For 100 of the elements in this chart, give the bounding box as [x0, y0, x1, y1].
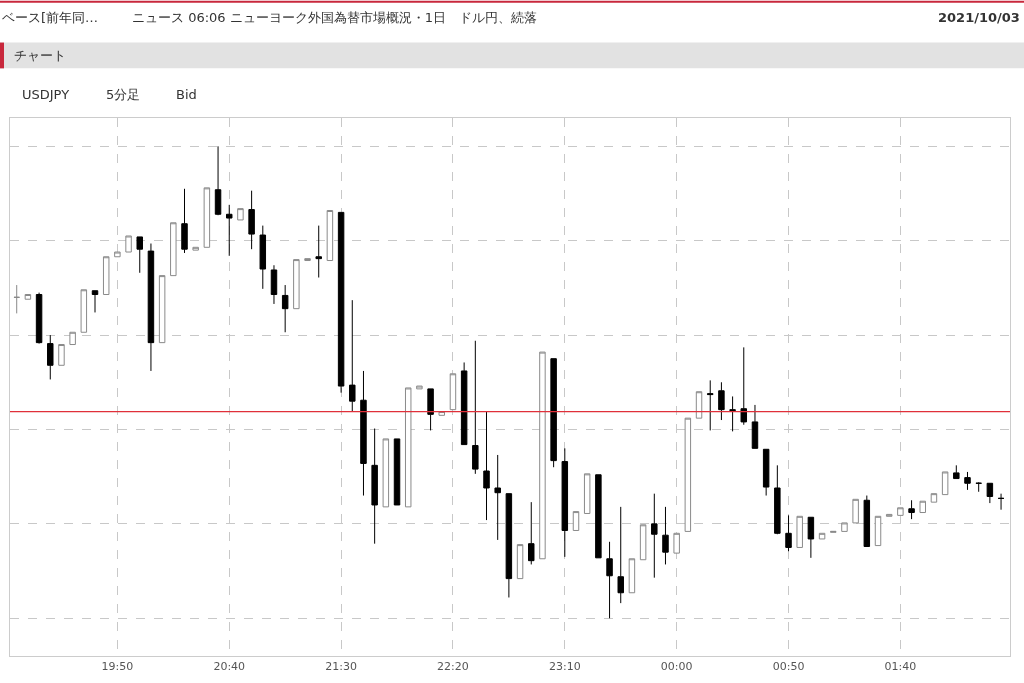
candlestick — [897, 507, 904, 516]
candlestick — [58, 344, 65, 366]
x-tick-label: 19:50 — [101, 660, 134, 674]
candlestick — [572, 511, 580, 531]
text: 2021/10/03 — [938, 10, 1020, 25]
candlestick — [751, 404, 759, 449]
candlestick — [930, 493, 938, 503]
candlestick — [460, 361, 468, 446]
candlestick — [315, 225, 322, 279]
candlestick — [796, 515, 803, 548]
candlestick — [651, 493, 658, 579]
candlestick — [863, 495, 871, 548]
candlestick — [762, 448, 770, 497]
candlestick — [125, 235, 132, 253]
candlestick — [561, 447, 569, 558]
x-tick-label: 21:30 — [325, 660, 357, 674]
candlestick — [102, 256, 110, 295]
candlestick — [617, 506, 624, 604]
candlestick — [494, 454, 501, 541]
candlestick — [684, 417, 692, 532]
candlestick — [237, 208, 244, 221]
text: Bid — [176, 87, 197, 102]
x-tick-label: 23:10 — [548, 660, 581, 674]
candlestick — [147, 243, 155, 372]
text: USDJPY — [22, 87, 70, 102]
candlestick — [964, 471, 971, 491]
chart-title: チャート — [14, 48, 66, 63]
candlestick — [986, 482, 994, 504]
candlestick — [47, 334, 54, 380]
candlestick — [706, 379, 714, 431]
candlestick — [304, 258, 311, 262]
candlestick — [628, 558, 636, 594]
candlestick — [975, 481, 982, 493]
candlestick — [214, 145, 222, 216]
candlestick — [259, 225, 267, 290]
candlestick — [203, 187, 211, 248]
candlestick — [908, 499, 915, 520]
candlestick — [852, 498, 859, 524]
candlestick — [528, 501, 535, 565]
candlestick — [13, 284, 20, 314]
candlestick — [505, 493, 513, 598]
candlestick — [919, 500, 926, 514]
candlestick — [662, 506, 669, 565]
candlestick — [393, 438, 401, 506]
candlestick — [91, 290, 99, 313]
candlestick — [639, 524, 647, 561]
candlestick — [595, 474, 602, 559]
candlestick — [293, 259, 300, 310]
candlestick — [349, 299, 356, 413]
candlestick — [158, 275, 166, 344]
candlestick — [807, 516, 815, 559]
candlestick — [226, 204, 233, 257]
candlestick — [427, 388, 434, 431]
candlestick — [539, 351, 546, 560]
candlestick — [830, 530, 837, 533]
candlestick — [192, 246, 199, 251]
candlestick — [326, 210, 334, 262]
candlestick — [841, 522, 848, 532]
candlestick — [80, 289, 88, 333]
candlestick — [170, 222, 177, 277]
candlestick — [695, 391, 703, 419]
candlestick — [740, 346, 748, 426]
candlestick — [416, 385, 423, 390]
candlestick — [24, 294, 32, 300]
x-tick-label: 01:40 — [884, 660, 917, 674]
candlestick — [114, 251, 121, 258]
text: 5分足 — [106, 87, 141, 102]
candlestick — [35, 292, 43, 345]
candlestick — [516, 544, 524, 580]
x-tick-label: 20:40 — [213, 660, 246, 674]
candlestick — [404, 387, 412, 508]
x-tick-label: 00:00 — [660, 660, 693, 674]
candlestick — [583, 473, 591, 514]
candlestick — [718, 381, 725, 421]
candlestick — [885, 513, 893, 517]
candlestick — [941, 471, 949, 496]
x-tick-label: 22:20 — [437, 660, 469, 674]
candlestick — [281, 284, 289, 333]
candlestick — [248, 190, 255, 250]
candlestick — [953, 464, 960, 480]
text: ニュース 06:06 ニューヨーク外国為替市場概況・1日 ドル円、続落 — [132, 10, 537, 25]
candlestick — [606, 541, 613, 619]
candlestick — [483, 411, 490, 521]
x-tick-label: 00:50 — [772, 660, 805, 674]
candlestick — [729, 395, 736, 432]
candlestick — [382, 438, 390, 508]
candlestick — [449, 373, 457, 411]
text: ベース[前年同… — [2, 10, 99, 25]
candlestick — [371, 428, 378, 545]
candlestick — [472, 340, 479, 475]
candlestick — [270, 264, 278, 305]
candlestick — [673, 532, 680, 554]
candlestick — [136, 236, 143, 274]
candlestick — [69, 331, 76, 346]
candlestick — [785, 514, 792, 552]
candlestick — [550, 358, 557, 468]
candlestick — [774, 464, 781, 535]
candlestick — [360, 370, 367, 497]
candlestick — [181, 188, 188, 254]
candlestick — [818, 532, 826, 540]
